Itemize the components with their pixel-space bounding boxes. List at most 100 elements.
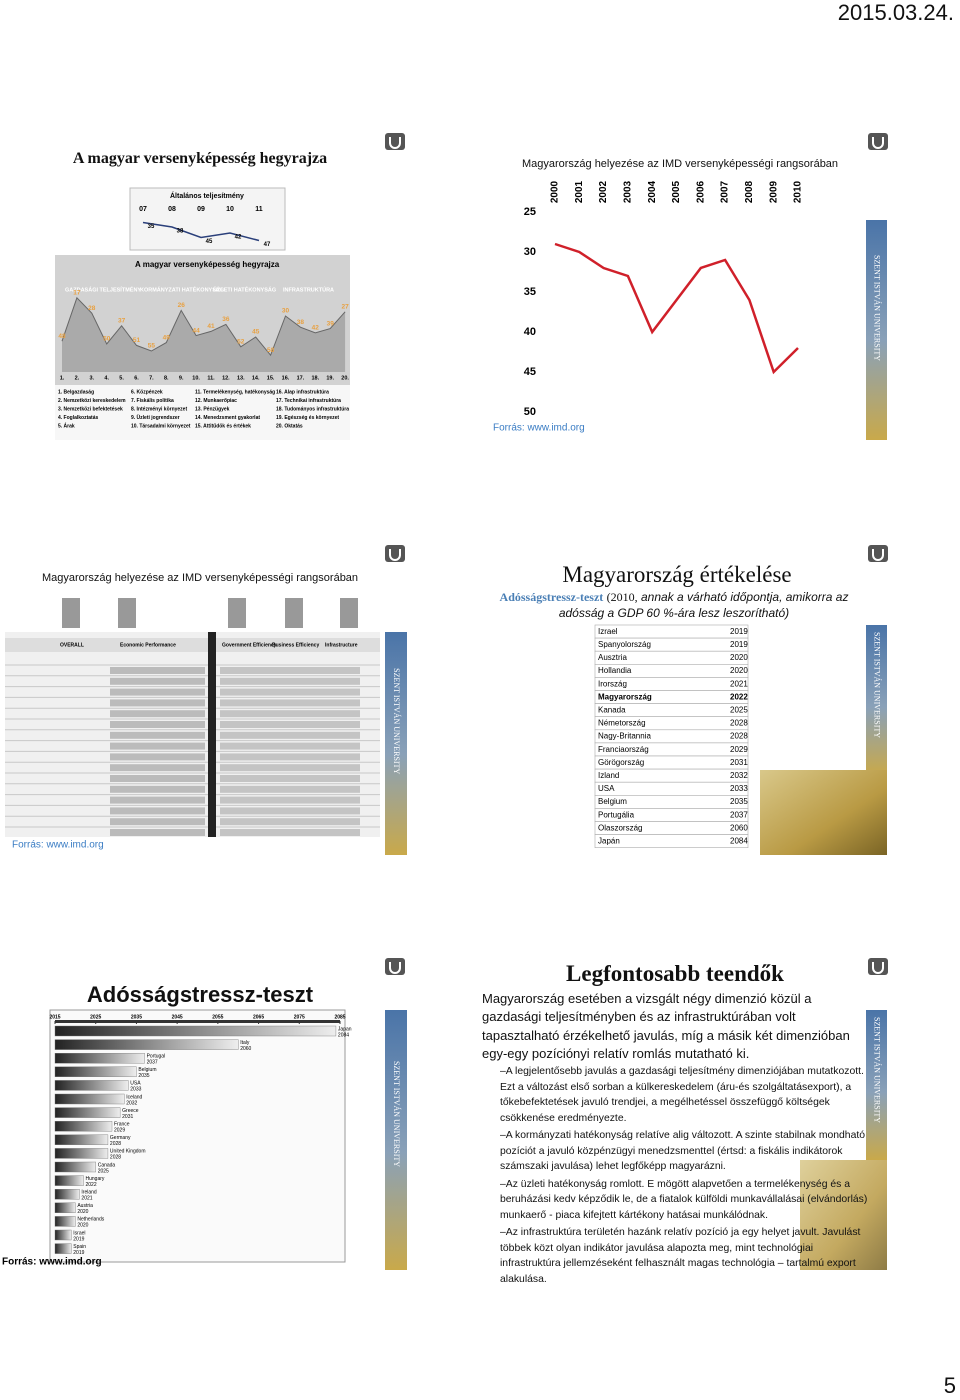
table-cell-shade	[220, 667, 360, 674]
figure-inset	[129, 187, 286, 251]
x-tick-label: 2085	[334, 1014, 345, 1020]
table-cell-shade	[220, 721, 360, 728]
x-tick-label: 2007	[720, 180, 731, 203]
year: 2031	[730, 758, 748, 767]
slide-title: Adósságstressz-teszt	[86, 982, 314, 1007]
x-tick-label: 2006	[695, 180, 706, 203]
bar-value: 2032	[126, 1100, 137, 1106]
inset-year: 08	[168, 206, 176, 213]
logo-mark	[389, 962, 401, 974]
year: 2020	[730, 653, 748, 662]
country: Irország	[598, 679, 627, 688]
bar-name: Ireland	[81, 1190, 97, 1196]
year: 2019	[730, 640, 748, 649]
table-cell-shade	[220, 699, 360, 707]
bar-value: 2031	[122, 1114, 133, 1120]
bar-value: 2033	[130, 1087, 141, 1093]
position-label: 4.	[104, 375, 109, 381]
position-label: 6.	[134, 375, 139, 381]
bar	[54, 1025, 337, 1037]
y-tick-label: 45	[524, 366, 536, 378]
table-cell-shade	[220, 764, 360, 772]
group-label: GAZDASÁGI TELJESÍTMÉNY	[65, 285, 141, 293]
mountain-value: 45	[252, 329, 260, 336]
note: annak a várható időpontja, amikorra az a…	[558, 590, 849, 620]
list-item: 20. Oktatás	[276, 423, 303, 429]
bar	[54, 1052, 145, 1064]
university-banner	[385, 1010, 407, 1270]
table-cell-shade	[110, 764, 205, 772]
rank-line	[554, 242, 799, 375]
year: 2033	[730, 784, 748, 793]
bullet: –A legjelentősebb javulás a gazdasági te…	[500, 1066, 864, 1124]
year: 2025	[730, 706, 748, 715]
x-tick-label: 2000	[550, 180, 561, 203]
list-item: 1. Belgazdaság	[58, 389, 94, 395]
position-label: 10.	[192, 375, 200, 381]
mountain-line	[61, 296, 346, 357]
table-cell-shade	[220, 807, 360, 815]
table-cell-shade	[110, 710, 205, 718]
photo	[285, 598, 303, 628]
bar-name: Netherlands	[77, 1217, 104, 1223]
table-cell-shade	[220, 796, 360, 804]
inset-year: 11	[255, 206, 263, 213]
year: 2020	[730, 666, 748, 675]
table-cell-shade	[220, 710, 360, 718]
subtitle: Adósságstressz-teszt	[499, 590, 604, 604]
x-tick-label: 2003	[623, 180, 634, 203]
list-item: 5. Árak	[58, 422, 75, 429]
position-label: 12.	[222, 375, 230, 381]
position-label: 3.	[90, 375, 95, 381]
position-label: 19.	[326, 375, 334, 381]
bullet-list: –A legjelentősebb javulás a gazdasági te…	[500, 1064, 868, 1289]
list-item: 8. Intézményi környezet	[131, 406, 187, 412]
table-cell-shade	[110, 829, 205, 836]
list-item: 4. Foglalkoztatás	[58, 415, 99, 421]
intro: Magyarország esetében a vizsgált négy di…	[482, 991, 850, 1061]
inset-year: 09	[197, 206, 205, 213]
mountain-value: 27	[341, 304, 349, 311]
list-background	[55, 385, 350, 440]
inset-title: Általános teljesítmény	[170, 191, 244, 200]
slide-title: Legfontosabb teendők	[566, 961, 784, 986]
position-label: 8.	[164, 375, 169, 381]
bar	[54, 1134, 109, 1146]
mountain-value: 42	[312, 325, 320, 332]
x-tick-label: 2075	[294, 1014, 305, 1020]
logo-mark	[872, 962, 884, 974]
photo	[340, 598, 358, 628]
bar	[54, 1161, 96, 1173]
table-cell-shade	[110, 677, 205, 685]
group-label: KORMÁNYZATI HATÉKONYSÁG	[140, 285, 224, 293]
university-banner	[866, 1010, 887, 1160]
table-cell-shade	[110, 731, 205, 739]
country: Portugália	[598, 810, 635, 819]
mountain-value: 17	[73, 290, 81, 297]
column-divider	[208, 632, 216, 837]
axis-bar	[55, 1020, 340, 1023]
date: 2015.03.24.	[837, 0, 954, 25]
x-tick-label: 2025	[90, 1014, 101, 1020]
table-cell-shade	[220, 785, 360, 793]
country: Németország	[598, 719, 646, 728]
source: Forrás: www.imd.org	[493, 423, 585, 434]
inset-value: 35	[148, 224, 155, 230]
x-tick-label: 2005	[671, 180, 682, 203]
logo-mark	[389, 137, 401, 149]
mountain-value: 58	[267, 347, 275, 354]
country: Hollandia	[598, 666, 632, 675]
mountain-value: 28	[88, 305, 96, 312]
table-row	[594, 624, 749, 639]
x-tick-label: 2065	[253, 1014, 264, 1020]
mountain-value: 44	[192, 327, 200, 334]
bar	[54, 1243, 72, 1254]
country: Japán	[598, 837, 620, 846]
table-cell-shade	[110, 721, 205, 728]
inset-value: 45	[206, 239, 213, 245]
university-label: SZENT ISTVÁN UNIVERSITY	[873, 1017, 883, 1123]
university-label: SZENT ISTVÁN UNIVERSITY	[392, 668, 402, 774]
group-label: ÜZLETI HATÉKONYSÁG	[213, 285, 276, 293]
bar-value: 2037	[147, 1060, 158, 1066]
